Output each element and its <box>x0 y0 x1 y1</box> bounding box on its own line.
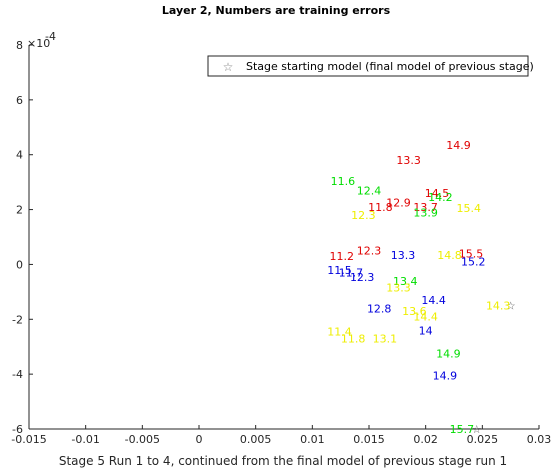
point-label: 14.9 <box>433 370 458 383</box>
point-label: 15.5 <box>459 247 484 260</box>
point-label: 14.4 <box>413 311 438 324</box>
point-label: 14.2 <box>428 191 453 204</box>
point-label: 14.9 <box>436 348 461 361</box>
x-tick-label: 0.01 <box>300 433 325 446</box>
point-label: 12.4 <box>357 184 382 197</box>
point-label: 13.3 <box>386 282 411 295</box>
point-label: 13.9 <box>413 206 438 219</box>
point-label: 13.4 <box>393 275 418 288</box>
point-label: 13.3 <box>391 249 416 262</box>
data-labels: 14.913.314.511.812.9 13.711.2 12.3 15.511.6… <box>327 139 510 436</box>
point-label: 11.5 <box>327 264 352 277</box>
y-tick-label: 0 <box>16 258 23 271</box>
x-tick-label: 0.015 <box>353 433 385 446</box>
svg-text:×10: ×10 <box>27 37 50 50</box>
point-label: 14 <box>419 324 433 337</box>
point-label: 15.4 <box>456 202 481 215</box>
y-tick-label: -4 <box>12 368 23 381</box>
point-label: 13.1 <box>373 332 398 345</box>
x-tick-label: -0.01 <box>71 433 99 446</box>
x-axis-label: Stage 5 Run 1 to 4, continued from the f… <box>59 454 507 468</box>
svg-text:-4: -4 <box>45 30 56 43</box>
legend: ☆ Stage starting model (final model of p… <box>207 55 534 77</box>
point-label: 15.7 <box>450 423 475 436</box>
legend-box <box>207 55 529 77</box>
chart-title: Layer 2, Numbers are training errors <box>162 4 391 17</box>
axes: -0.015 -0.01 -0.005 0 0.005 0.01 0.015 0.02 0.02… <box>11 39 551 446</box>
y-tick-label: 2 <box>16 204 23 217</box>
point-label: 13.6 <box>402 305 427 318</box>
point-label: 14.4 <box>421 294 446 307</box>
x-tick-label: 0.03 <box>527 433 552 446</box>
y-tick-label: 6 <box>16 94 23 107</box>
star-marker: ☆ <box>506 300 516 313</box>
point-label: 12.3 <box>357 245 382 258</box>
y-exponent-label: ×10 -4 <box>27 30 56 50</box>
point-label: 11.8 <box>368 201 393 214</box>
point-label: 13.7 <box>413 201 438 214</box>
point-label: 11.7 <box>339 267 364 280</box>
point-label: 12.8 <box>367 302 392 315</box>
x-tick-label: -0.005 <box>125 433 160 446</box>
x-tick-label: -0.015 <box>11 433 46 446</box>
point-label: 11.2 <box>330 250 355 263</box>
y-tick-label: 4 <box>16 149 23 162</box>
x-tick-label: 0.005 <box>240 433 272 446</box>
point-label: 12.3 <box>351 209 376 222</box>
point-label: 14.5 <box>425 187 450 200</box>
point-label: 13.3 <box>396 154 421 167</box>
plot-area: ☆☆ <box>472 300 516 436</box>
x-tick-label: 0.025 <box>467 433 499 446</box>
point-label: 15.2 <box>461 256 486 269</box>
legend-entry-label: Stage starting model (final model of pre… <box>246 60 534 73</box>
point-label: 14.9 <box>446 139 471 152</box>
point-label: 11.8 <box>341 332 366 345</box>
x-tick-label: 0 <box>196 433 203 446</box>
x-tick-label: 0.02 <box>413 433 438 446</box>
point-label: 14.3 <box>486 300 511 313</box>
point-label: 14.8 <box>437 249 462 262</box>
point-label: 12.9 <box>386 197 411 210</box>
y-tick-label: -6 <box>12 423 23 436</box>
point-label: 12.3 <box>350 271 375 284</box>
point-label: 11.6 <box>331 175 356 188</box>
y-tick-label: 8 <box>16 39 23 52</box>
legend-star-icon: ☆ <box>223 60 234 74</box>
y-tick-label: -2 <box>12 313 23 326</box>
point-label: 11.4 <box>327 326 352 339</box>
